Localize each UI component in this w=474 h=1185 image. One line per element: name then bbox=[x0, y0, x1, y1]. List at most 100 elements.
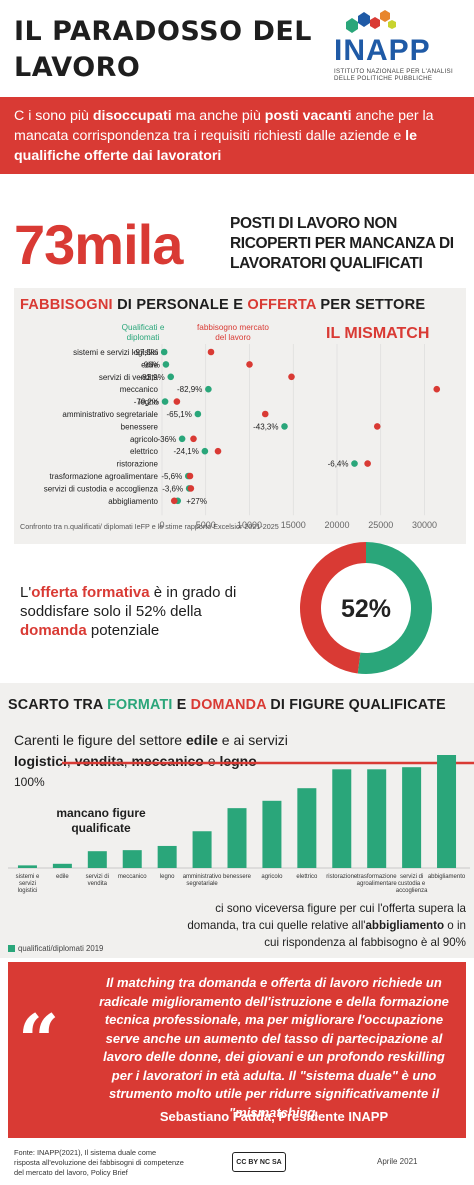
quote-banner bbox=[8, 962, 466, 1138]
section1-title-offerta: OFFERTA bbox=[247, 297, 317, 313]
bar-category-label: sistemi e servizi logistici bbox=[16, 874, 40, 894]
bar bbox=[122, 850, 142, 868]
headline-label: POSTI DI LAVORO NON RICOPERTI PER MANCAN… bbox=[230, 215, 454, 272]
donut-offerta-slice bbox=[357, 542, 432, 674]
section2-title-part: SCARTO TRA bbox=[8, 697, 108, 713]
mismatch-label: IL MISMATCH bbox=[326, 325, 430, 342]
category-label: amministrativo segretariale bbox=[62, 410, 158, 419]
qualificati-point bbox=[167, 373, 175, 381]
bar-category-label: legno bbox=[160, 874, 175, 880]
over-text-part: ci sono viceversa figure per cui l'offer… bbox=[187, 902, 466, 932]
fabbisogno-point bbox=[207, 348, 215, 356]
bar-category-label: benessere bbox=[223, 874, 252, 880]
gap-label: -5,6% bbox=[161, 472, 182, 481]
fabbisogno-point bbox=[214, 447, 222, 455]
page-title-line1: IL PARADOSSO DEL bbox=[14, 16, 312, 47]
category-label: trasformazione agroalimentare bbox=[50, 472, 159, 481]
bar bbox=[87, 851, 107, 868]
gap-label: -65,1% bbox=[167, 410, 192, 419]
reference-line-label: 100% bbox=[14, 775, 45, 789]
quote-author: Sebastiano Fadda, Presidente INAPP bbox=[159, 1109, 389, 1124]
donut-domanda-slice bbox=[299, 542, 366, 674]
fabbisogno-point bbox=[246, 361, 253, 368]
qualificati-point bbox=[161, 398, 169, 405]
qualificati-point bbox=[194, 410, 202, 418]
section2-title-formati: FORMATI bbox=[107, 697, 173, 713]
section2-text-part: e ai servizi bbox=[217, 732, 288, 748]
offer-text-part: potenziale bbox=[86, 622, 160, 639]
gap-label: -97,5% bbox=[133, 348, 158, 357]
gap-label: -6,4% bbox=[328, 460, 349, 469]
bar-category-label: trasformazione agroalimentare bbox=[357, 874, 398, 887]
qualificati-point bbox=[178, 435, 186, 443]
fabbisogno-point bbox=[187, 485, 195, 492]
quote-icon: “ bbox=[18, 998, 60, 1083]
legend-qualificati: Qualificati e diplomati bbox=[121, 323, 165, 342]
page-title: IL PARADOSSO DEL LAVORO bbox=[14, 14, 314, 86]
section1-title-part: PER SETTORE bbox=[316, 297, 426, 313]
x-tick-label: 5000 bbox=[196, 520, 216, 530]
category-label: meccanico bbox=[120, 385, 159, 394]
over-text: ci sono viceversa figure per cui l'offer… bbox=[172, 900, 466, 951]
category-label: legno bbox=[138, 398, 158, 407]
logo-name: INAPP bbox=[334, 34, 431, 67]
dumbbell-chart: 0 5000 10000 15000 20000 25000 30000 sistemi e … bbox=[44, 344, 441, 530]
fabbisogno-point bbox=[173, 398, 181, 405]
page-title-line2: LAVORO bbox=[14, 52, 141, 83]
gap-label: +27% bbox=[186, 497, 207, 506]
section2-bold-meccanico: meccanico bbox=[131, 753, 204, 769]
section2-bold-legno: legno bbox=[219, 753, 257, 769]
section1-title-fabbisogni: FABBISOGNI bbox=[20, 297, 113, 313]
intro-text-part: ma anche più bbox=[171, 108, 265, 124]
bar-category-label: meccanico bbox=[118, 874, 147, 880]
bar bbox=[437, 755, 457, 868]
offer-bold-offerta: offerta formativa bbox=[31, 584, 150, 601]
bar-category-label: ristorazione bbox=[326, 874, 358, 880]
section2-title-part: E bbox=[172, 697, 191, 713]
bar bbox=[157, 845, 177, 868]
bar-category-label: elettrico bbox=[296, 874, 318, 880]
category-label: edile bbox=[141, 360, 158, 369]
x-tick-label: 20000 bbox=[324, 520, 349, 530]
bar bbox=[192, 831, 212, 868]
offer-bold-domanda: domanda bbox=[20, 622, 87, 639]
footer-source: Fonte: INAPP(2021), Il sistema duale com… bbox=[14, 1148, 184, 1177]
intro-bold-posti-vacanti: posti vacanti bbox=[264, 108, 352, 124]
offer-text-part: è in grado di soddisfare solo il 52% del… bbox=[20, 584, 237, 620]
category-label: agricolo bbox=[130, 435, 159, 444]
qualificati-point bbox=[205, 385, 212, 393]
headline-number: 73mila bbox=[14, 213, 183, 276]
qualificati-point bbox=[160, 348, 168, 356]
category-label: servizi di vendita bbox=[99, 373, 159, 382]
quote-text: Il matching tra domanda e offerta di lav… bbox=[99, 975, 449, 1120]
bar-category-label: abbigliamento bbox=[428, 874, 466, 880]
donut-percent-label: 52% bbox=[341, 595, 391, 623]
intro-text-part: anche per la mancata corrispondenza tra … bbox=[14, 108, 434, 144]
x-tick-label: 15000 bbox=[281, 520, 306, 530]
section2-title-domanda: DOMANDA bbox=[190, 697, 267, 713]
fabbisogno-point bbox=[433, 385, 441, 393]
chart-note: Confronto tra n.qualificati/ diplomati I… bbox=[20, 522, 279, 531]
bar bbox=[227, 808, 247, 868]
category-label: benessere bbox=[121, 422, 159, 431]
gap-label: -79,2% bbox=[134, 398, 159, 407]
section2-bold-edile: edile bbox=[185, 732, 218, 748]
offer-text-part: L' bbox=[20, 584, 32, 601]
over-bold-abbigliamento: abbigliamento bbox=[365, 919, 445, 932]
category-label: sistemi e servizi logistici bbox=[73, 348, 158, 357]
intro-banner: C i sono più disoccupati ma anche più po… bbox=[0, 97, 474, 174]
footer-date: Aprile 2021 bbox=[377, 1157, 418, 1166]
bar-category-label: amministrativo segretariale bbox=[183, 874, 222, 887]
qualificati-point bbox=[351, 460, 358, 467]
section2-text-part: , bbox=[66, 753, 75, 769]
bar bbox=[332, 769, 352, 868]
section2-title: SCARTO TRA FORMATI E DOMANDA DI FIGURE Q… bbox=[8, 697, 446, 713]
intro-text: C i sono più disoccupati ma anche più po… bbox=[14, 106, 464, 166]
gap-label: -82,9% bbox=[177, 385, 202, 394]
logo-subtitle: ISTITUTO NAZIONALE PER L'ANALISI DELLE P… bbox=[334, 68, 453, 82]
qualificati-point bbox=[162, 361, 170, 368]
x-tick-label: 10000 bbox=[237, 520, 262, 530]
section2-title-part: DI FIGURE QUALIFICATE bbox=[266, 697, 446, 713]
section1-title: FABBISOGNI DI PERSONALE E OFFERTA PER SE… bbox=[20, 297, 425, 313]
x-tick-label: 30000 bbox=[412, 520, 437, 530]
